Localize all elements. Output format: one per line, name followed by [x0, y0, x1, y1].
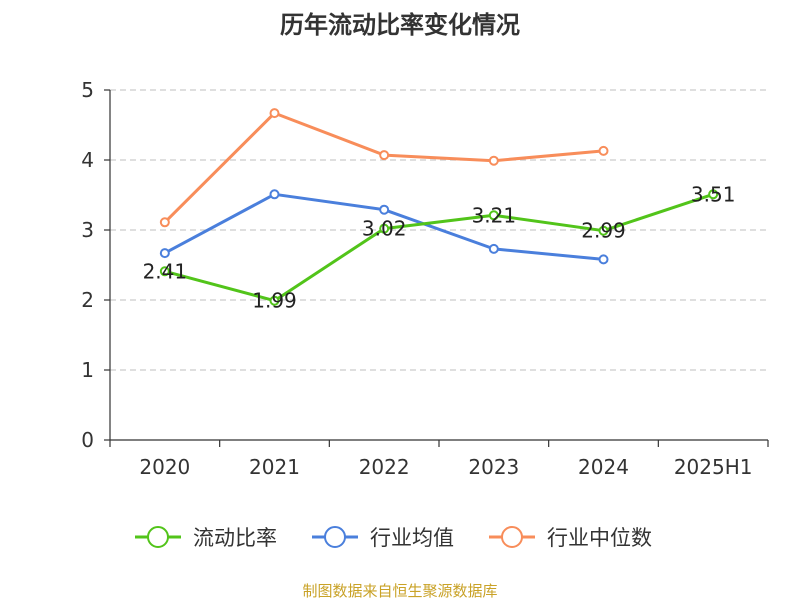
x-tick-label: 2025H1	[674, 455, 753, 479]
data-point	[708, 189, 719, 200]
data-point	[379, 204, 390, 215]
data-label: 2.99	[581, 219, 626, 243]
data-point	[379, 223, 390, 234]
data-point	[269, 189, 280, 200]
x-tick-label: 2023	[468, 455, 519, 479]
data-point	[379, 150, 390, 161]
data-point	[159, 248, 170, 259]
series-layer	[159, 108, 719, 306]
legend-marker	[147, 526, 169, 548]
series-line	[164, 192, 714, 303]
data-label: 3.51	[691, 182, 736, 206]
x-tick-label: 2020	[139, 455, 190, 479]
legend-marker	[501, 526, 523, 548]
data-point	[269, 295, 280, 306]
data-point	[269, 108, 280, 119]
data-label: 3.21	[472, 203, 517, 227]
legend-label: 行业中位数	[547, 526, 652, 550]
legend-label: 行业均值	[370, 526, 454, 550]
axes: 0 1 2 3 4 5 2020 2021 2022 2023 2024 2025H1	[81, 78, 769, 479]
source-note: 制图数据来自恒生聚源数据库	[302, 582, 497, 600]
data-label: 2.41	[143, 259, 188, 283]
data-point	[488, 243, 499, 254]
y-tick-label: 0	[81, 428, 94, 452]
data-label: 1.99	[252, 289, 297, 313]
y-tick-label: 4	[81, 148, 94, 172]
x-tick-label: 2022	[359, 455, 410, 479]
data-point	[598, 254, 609, 265]
legend-label: 流动比率	[193, 526, 277, 550]
y-tick-label: 5	[81, 78, 94, 102]
data-point	[598, 145, 609, 156]
y-tick-label: 1	[81, 358, 94, 382]
data-point	[488, 155, 499, 166]
y-tick-label: 2	[81, 288, 94, 312]
chart-title: 历年流动比率变化情况	[280, 11, 520, 39]
data-labels: 2.41 1.99 3.02 3.21 2.99 3.51	[143, 182, 736, 312]
data-point	[159, 266, 170, 277]
data-point	[598, 225, 609, 236]
y-tick-label: 3	[81, 218, 94, 242]
data-label: 3.02	[362, 217, 407, 241]
legend: 流动比率 行业均值 行业中位数	[135, 526, 652, 550]
legend-marker	[324, 526, 346, 548]
data-point	[488, 210, 499, 221]
data-point	[159, 217, 170, 228]
x-tick-label: 2021	[249, 455, 300, 479]
x-tick-label: 2024	[578, 455, 629, 479]
